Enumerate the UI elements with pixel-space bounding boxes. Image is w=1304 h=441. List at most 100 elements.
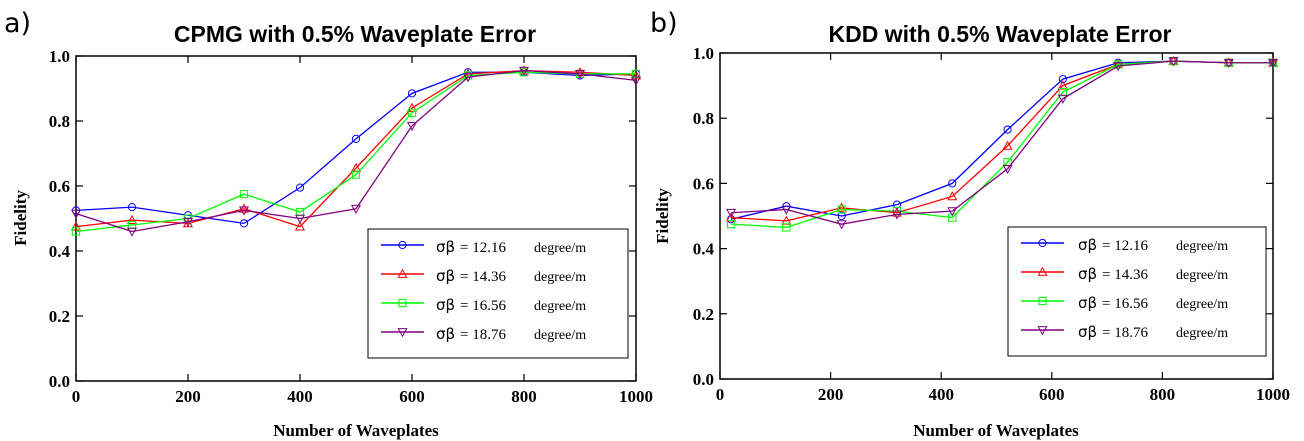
y-tick-label: 0.0 bbox=[49, 372, 70, 391]
legend-unit: degree/m bbox=[1176, 239, 1228, 254]
panel-a: a) CPMG with 0.5% Waveplate Error Number… bbox=[4, 8, 653, 440]
data-point bbox=[182, 217, 194, 227]
x-tick-label: 800 bbox=[1150, 385, 1176, 404]
panel-b: b) KDD with 0.5% Waveplate Error Number … bbox=[650, 8, 1290, 440]
x-tick-label: 200 bbox=[175, 387, 201, 406]
legend-items-b: σβ = 12.16 degree/m σβ = 14.36 degree/m … bbox=[1078, 236, 1228, 341]
y-tick-label: 0.8 bbox=[693, 109, 714, 128]
series-line bbox=[75, 69, 637, 233]
data-point bbox=[1058, 74, 1067, 84]
data-point bbox=[406, 102, 418, 112]
x-tick-label: 0 bbox=[716, 385, 725, 404]
y-axis-label-a: Fidelity bbox=[11, 190, 30, 246]
legend-item: σβ = 18.76 degree/m bbox=[1078, 323, 1228, 341]
data-point bbox=[462, 73, 474, 83]
plot-frame-b bbox=[719, 52, 1274, 380]
legend-box-a bbox=[367, 228, 629, 359]
legend-b: σβ = 12.16 degree/m σβ = 14.36 degree/m … bbox=[1007, 226, 1267, 357]
series-layer-b bbox=[726, 55, 1279, 232]
legend-value: = 12.16 bbox=[1102, 238, 1148, 254]
legend-swatch-marker bbox=[1037, 326, 1048, 336]
data-point bbox=[351, 170, 361, 179]
data-point bbox=[1057, 94, 1068, 104]
data-point bbox=[239, 190, 249, 199]
legend-unit: degree/m bbox=[1176, 326, 1228, 341]
series-line bbox=[731, 60, 1273, 229]
data-point bbox=[574, 70, 586, 80]
x-tick-label: 0 bbox=[72, 387, 81, 406]
legend-swatch-marker bbox=[1037, 266, 1048, 276]
axis-ticks-a: 0 200 400 600 800 1000 0.0 0.2 0.4 0.6 0.8 1.0 bbox=[49, 47, 653, 406]
legend-symbol: σβ bbox=[436, 267, 455, 285]
legend-symbol: σβ bbox=[1078, 294, 1097, 312]
series-line bbox=[75, 71, 636, 233]
data-point bbox=[407, 108, 417, 117]
legend-item: σβ = 16.56 degree/m bbox=[1078, 294, 1228, 312]
x-tick-label: 1000 bbox=[619, 387, 653, 406]
data-point bbox=[70, 221, 82, 231]
legend-value: = 18.76 bbox=[460, 327, 506, 343]
legend-item: σβ = 18.76 degree/m bbox=[436, 325, 586, 343]
series-line bbox=[731, 60, 1273, 225]
data-point bbox=[1002, 164, 1013, 174]
legend-swatch-marker bbox=[1038, 296, 1047, 306]
legend-unit: degree/m bbox=[534, 328, 586, 343]
data-point bbox=[726, 220, 736, 229]
y-tick-label: 0.6 bbox=[49, 177, 70, 196]
y-tick-label: 0.4 bbox=[49, 242, 71, 261]
data-point bbox=[407, 89, 417, 98]
data-point bbox=[836, 202, 847, 212]
data-point bbox=[1002, 140, 1013, 150]
data-point bbox=[294, 214, 306, 224]
legend-value: = 16.56 bbox=[1102, 296, 1148, 312]
panel-letter-a: a) bbox=[4, 8, 31, 39]
legend-unit: degree/m bbox=[534, 299, 586, 314]
data-point bbox=[350, 204, 362, 214]
series-line bbox=[75, 69, 637, 228]
data-point bbox=[238, 206, 250, 216]
axis-ticks-b: 0 200 400 600 800 1000 0.0 0.2 0.4 0.6 0.8 1.0 bbox=[693, 44, 1290, 404]
data-point bbox=[630, 76, 642, 86]
legend-item: σβ = 12.16 degree/m bbox=[436, 238, 586, 256]
data-point bbox=[71, 227, 81, 236]
data-point bbox=[1003, 125, 1012, 134]
legend-swatch-marker bbox=[1038, 238, 1047, 248]
data-point bbox=[948, 179, 957, 188]
legend-swatch-marker bbox=[397, 268, 408, 278]
data-point bbox=[295, 183, 305, 192]
legend-swatch-marker bbox=[398, 240, 407, 250]
legend-item: σβ = 14.36 degree/m bbox=[1078, 265, 1228, 283]
x-axis-label-b: Number of Waveplates bbox=[913, 421, 1079, 440]
data-point bbox=[518, 66, 530, 76]
series-layer-a bbox=[70, 65, 642, 237]
data-point bbox=[781, 205, 792, 215]
legend-symbol: σβ bbox=[436, 296, 455, 314]
legend-a: σβ = 12.16 degree/m σβ = 14.36 degree/m … bbox=[367, 228, 629, 359]
x-tick-label: 200 bbox=[818, 385, 844, 404]
legend-value: = 14.36 bbox=[1102, 267, 1148, 283]
data-point bbox=[947, 207, 958, 217]
x-tick-label: 600 bbox=[1039, 385, 1065, 404]
data-point bbox=[726, 208, 737, 218]
y-tick-label: 1.0 bbox=[49, 47, 70, 66]
data-point bbox=[891, 207, 903, 217]
data-point bbox=[406, 122, 418, 132]
x-axis-label-a: Number of Waveplates bbox=[273, 421, 439, 440]
chart-title-a: CPMG with 0.5% Waveplate Error bbox=[174, 21, 536, 47]
legend-unit: degree/m bbox=[1176, 297, 1228, 312]
legend-symbol: σβ bbox=[436, 325, 455, 343]
data-point bbox=[294, 221, 306, 231]
y-tick-label: 0.4 bbox=[693, 240, 715, 259]
data-point bbox=[70, 209, 82, 219]
data-point bbox=[948, 213, 957, 222]
data-point bbox=[126, 214, 138, 224]
y-tick-label: 1.0 bbox=[693, 44, 714, 63]
x-tick-label: 1000 bbox=[1256, 385, 1290, 404]
data-point bbox=[239, 219, 249, 228]
data-point bbox=[1113, 62, 1124, 72]
series-line bbox=[731, 60, 1273, 222]
data-point bbox=[127, 203, 137, 212]
y-tick-label: 0.6 bbox=[693, 174, 714, 193]
legend-swatch-marker bbox=[397, 328, 408, 338]
